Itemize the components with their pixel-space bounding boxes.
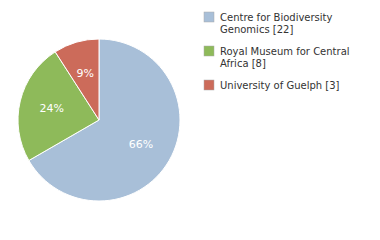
legend-swatch bbox=[204, 46, 214, 56]
legend-label: Royal Museum for CentralAfrica [8] bbox=[220, 46, 350, 69]
legend: Centre for BiodiversityGenomics [22] Roya… bbox=[204, 12, 350, 91]
legend-label-line: Genomics [22] bbox=[220, 24, 293, 35]
legend-label-line: Centre for Biodiversity bbox=[220, 12, 333, 23]
pie-slice bbox=[18, 52, 99, 161]
legend-label-line: Royal Museum for Central bbox=[220, 46, 350, 57]
legend-label-line: Africa [8] bbox=[220, 58, 266, 69]
legend-label-line: University of Guelph [3] bbox=[220, 80, 340, 91]
legend-swatch bbox=[204, 12, 214, 22]
data-label: 9% bbox=[77, 67, 94, 80]
slices bbox=[18, 39, 180, 201]
slice-labels: 66% 24% 9% bbox=[40, 67, 154, 151]
legend-label: University of Guelph [3] bbox=[220, 80, 340, 91]
chart-container: 66% 24% 9% Centre for BiodiversityGenomics … bbox=[0, 0, 380, 240]
data-label: 66% bbox=[129, 138, 153, 151]
chart: 66% 24% 9% Centre for BiodiversityGenomics … bbox=[0, 0, 380, 240]
legend-label: Centre for BiodiversityGenomics [22] bbox=[220, 12, 333, 35]
legend-swatch bbox=[204, 80, 214, 90]
data-label: 24% bbox=[40, 102, 64, 115]
